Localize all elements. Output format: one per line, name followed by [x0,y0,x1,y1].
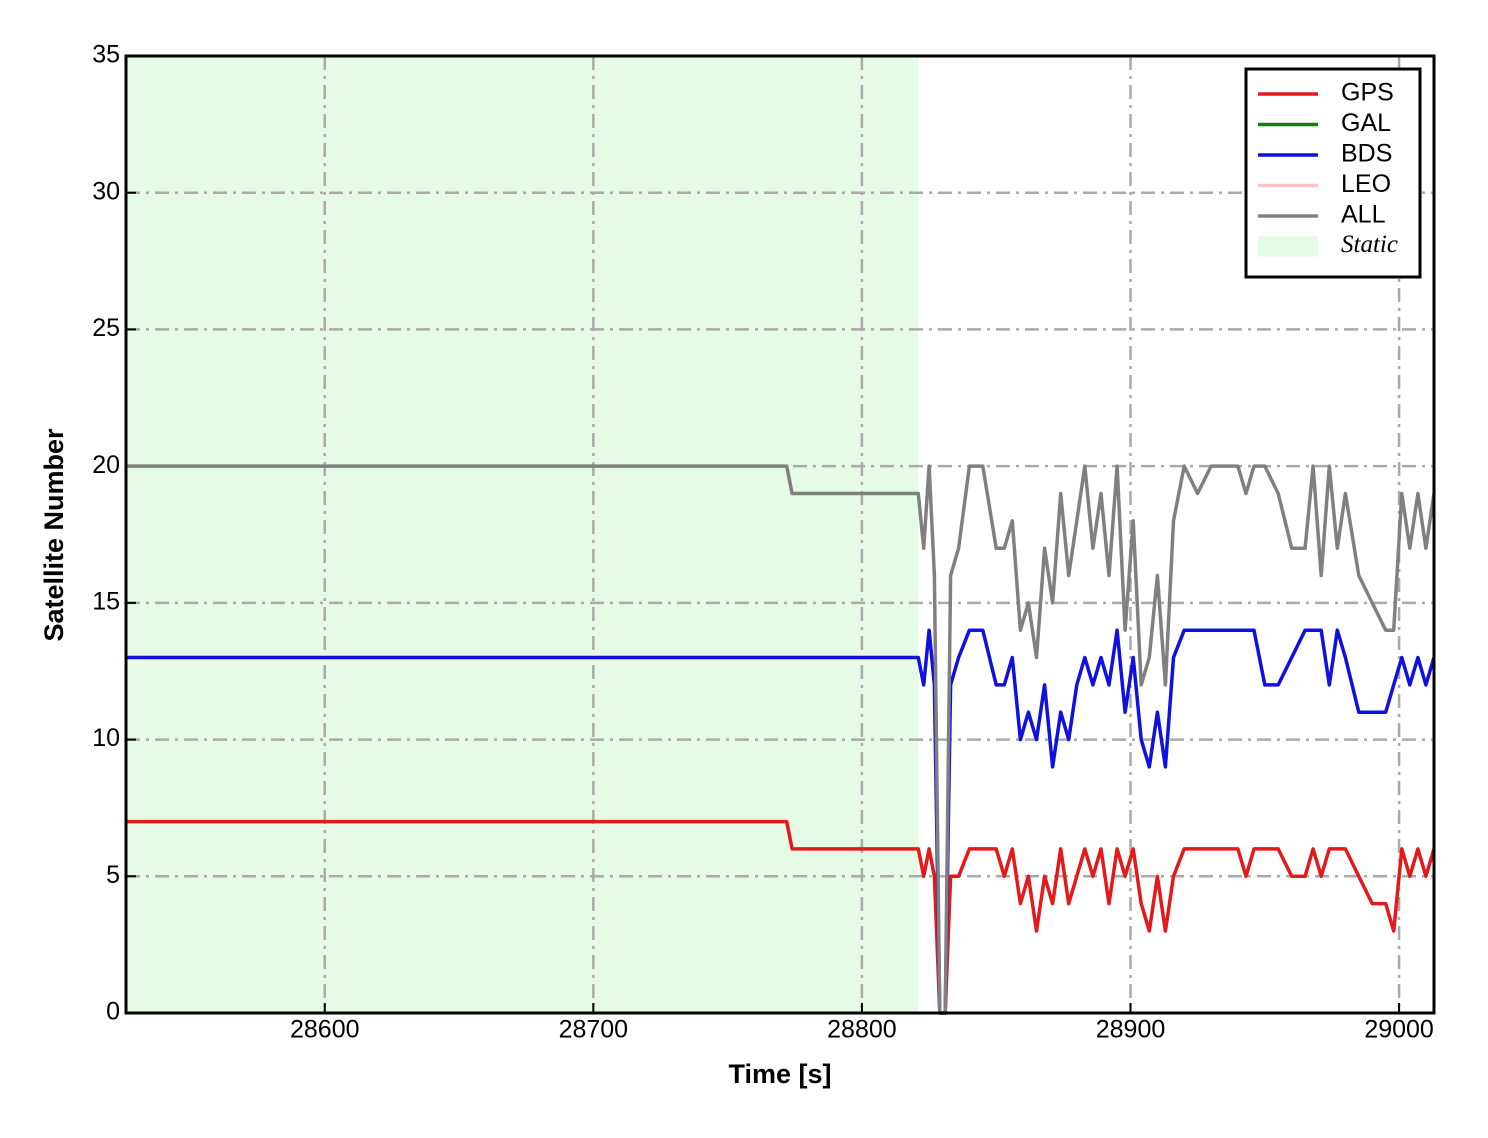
y-tick-label: 10 [92,724,120,752]
x-axis-label: Time [s] [728,1059,831,1089]
y-tick-label: 35 [92,41,120,69]
y-tick-label: 0 [106,998,120,1026]
series-line [126,628,1436,1015]
y-tick-label: 15 [92,587,120,615]
x-tick-label: 28800 [827,1016,897,1044]
x-tick-label: 29000 [1364,1016,1434,1044]
y-tick-label: 20 [92,451,120,479]
plot-frame [124,54,1436,1015]
legend-label: ALL [1341,201,1386,229]
x-tick-label: 28900 [1096,1016,1166,1044]
y-tick-label: 5 [106,861,120,889]
legend-label: GAL [1341,109,1391,137]
y-axis-label: Satellite Number [39,428,69,642]
series-line [126,819,1436,1015]
legend-label: LEO [1341,170,1391,198]
series-line [126,464,1436,1015]
legend-label: Static [1341,231,1398,258]
shaded-region [126,56,919,1013]
legend-label: BDS [1341,140,1392,168]
y-tick-label: 25 [92,314,120,342]
x-tick-label: 28600 [290,1016,360,1044]
legend-label: GPS [1341,79,1394,107]
y-tick-label: 30 [92,177,120,205]
legend-swatch [1258,236,1318,257]
x-tick-label: 28700 [559,1016,629,1044]
